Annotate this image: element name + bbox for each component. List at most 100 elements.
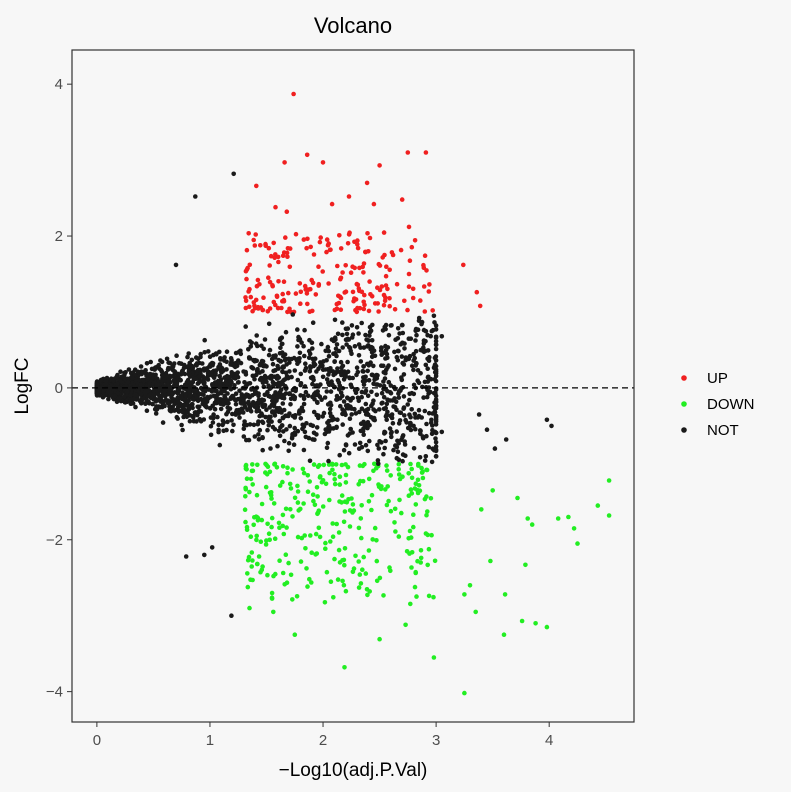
point-down — [301, 501, 306, 506]
point-not — [358, 359, 364, 364]
point-not — [175, 398, 180, 404]
point-not — [381, 379, 386, 384]
point-down — [529, 522, 535, 527]
point-not — [259, 362, 264, 368]
point-down — [424, 467, 429, 473]
point-up — [426, 289, 432, 294]
point-up — [375, 301, 381, 306]
point-not — [342, 369, 347, 374]
point-not — [257, 377, 263, 382]
point-not — [324, 389, 330, 394]
point-down — [358, 478, 363, 484]
legend-label-down: DOWN — [707, 396, 755, 413]
point-not — [238, 360, 244, 366]
point-down — [372, 461, 377, 467]
point-not — [339, 365, 344, 370]
point-not — [277, 390, 283, 395]
point-up — [270, 283, 275, 288]
point-not — [418, 371, 423, 376]
point-up — [381, 302, 387, 308]
point-not — [166, 360, 171, 365]
point-not — [381, 451, 386, 457]
point-not — [423, 338, 428, 344]
point-down — [479, 507, 484, 512]
point-not — [395, 438, 400, 444]
point-not — [255, 370, 260, 375]
point-down — [342, 546, 348, 551]
point-not — [400, 322, 405, 328]
point-not — [384, 401, 390, 407]
point-not — [426, 391, 431, 396]
point-down — [337, 474, 343, 480]
point-not — [397, 418, 403, 423]
point-down — [330, 521, 336, 526]
point-not — [162, 389, 167, 394]
point-down — [385, 484, 391, 489]
point-down — [384, 502, 390, 508]
point-not — [307, 351, 313, 357]
point-not — [128, 393, 133, 398]
point-down — [305, 584, 310, 589]
point-not — [328, 402, 334, 408]
point-down — [343, 480, 349, 485]
point-not — [393, 399, 399, 405]
point-not — [159, 359, 165, 365]
point-down — [336, 547, 342, 553]
point-not — [416, 380, 422, 386]
point-not — [433, 419, 439, 424]
point-down — [336, 530, 342, 535]
point-not — [266, 321, 272, 327]
point-not — [383, 405, 389, 411]
point-up — [243, 298, 249, 304]
point-not — [346, 450, 352, 456]
point-not — [377, 383, 383, 388]
point-not — [416, 315, 422, 321]
point-down — [292, 495, 298, 501]
point-down — [515, 495, 520, 501]
point-up — [272, 255, 278, 260]
point-up — [337, 294, 343, 300]
point-down — [339, 493, 345, 498]
point-down — [298, 506, 303, 512]
point-not — [292, 415, 298, 420]
point-not — [303, 389, 309, 395]
point-down — [265, 521, 270, 527]
point-not — [193, 194, 198, 199]
point-not — [408, 427, 414, 433]
point-not — [385, 397, 390, 403]
point-not — [283, 391, 289, 396]
point-not — [233, 401, 239, 407]
point-down — [323, 546, 328, 551]
point-not — [303, 365, 309, 371]
point-not — [413, 338, 418, 343]
point-not — [221, 428, 226, 434]
point-down — [350, 502, 356, 507]
point-not — [399, 354, 405, 359]
point-not — [375, 442, 380, 448]
point-not — [281, 354, 286, 359]
point-not — [276, 366, 281, 371]
point-not — [115, 372, 120, 378]
point-not — [311, 360, 317, 366]
point-not — [396, 348, 401, 354]
point-not — [302, 353, 307, 359]
point-not — [379, 390, 385, 396]
point-not — [130, 401, 136, 406]
point-down — [333, 462, 339, 467]
point-down — [317, 534, 323, 540]
point-down — [295, 483, 300, 489]
point-down — [256, 554, 262, 559]
point-not — [433, 323, 439, 328]
point-not — [246, 347, 251, 352]
point-not — [170, 364, 175, 369]
point-down — [269, 515, 275, 521]
point-up — [352, 265, 358, 271]
point-not — [265, 427, 270, 433]
point-down — [327, 470, 332, 476]
point-not — [352, 344, 358, 349]
point-down — [416, 483, 422, 488]
point-not — [287, 411, 292, 416]
point-up — [406, 271, 412, 277]
point-not — [123, 400, 128, 405]
